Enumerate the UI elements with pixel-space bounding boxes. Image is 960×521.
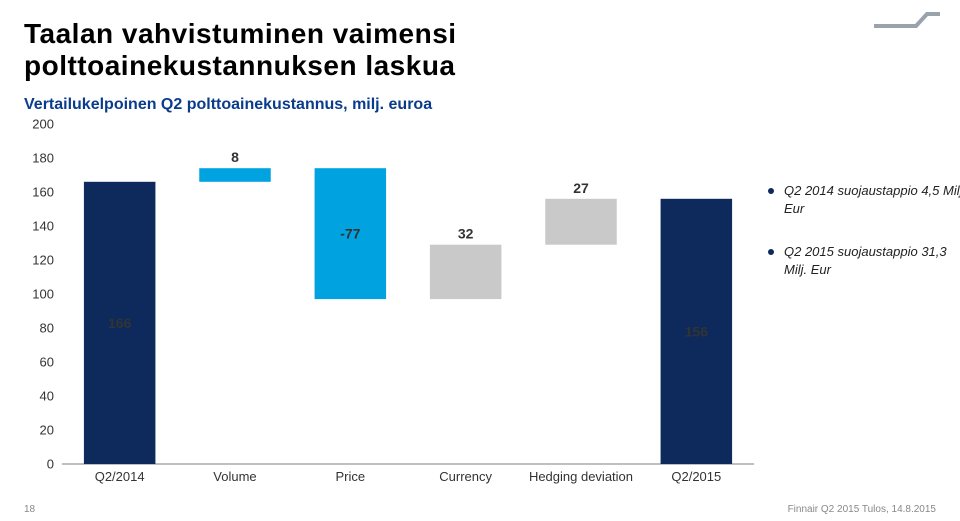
x-tick-label: Price bbox=[293, 469, 408, 484]
y-tick-label: 40 bbox=[24, 389, 54, 404]
annotation-text: Q2 2014 suojaustappio 4,5 Milj. Eur bbox=[784, 182, 960, 217]
bullet-dot bbox=[768, 249, 774, 255]
y-tick-label: 140 bbox=[24, 219, 54, 234]
page-title: Taalan vahvistuminen vaimensi polttoaine… bbox=[24, 18, 936, 82]
slide-footer: 18 Finnair Q2 2015 Tulos, 14.8.2015 bbox=[24, 504, 936, 515]
y-tick-label: 200 bbox=[24, 117, 54, 132]
waterfall-chart: 166 8 -77 32 27 156 bbox=[62, 124, 754, 464]
bar bbox=[545, 199, 617, 245]
bar-value-label: 32 bbox=[458, 226, 474, 242]
x-tick-label: Hedging deviation bbox=[523, 469, 638, 484]
bar-value-label: -77 bbox=[340, 226, 360, 242]
x-tick-label: Currency bbox=[408, 469, 523, 484]
bar-value-label: 166 bbox=[108, 315, 132, 331]
y-tick-label: 160 bbox=[24, 185, 54, 200]
y-tick-label: 80 bbox=[24, 321, 54, 336]
y-tick-label: 120 bbox=[24, 253, 54, 268]
bar-value-label: 8 bbox=[231, 150, 239, 166]
bar bbox=[430, 245, 502, 299]
annotation-item: Q2 2014 suojaustappio 4,5 Milj. Eur bbox=[768, 182, 960, 217]
y-tick-label: 20 bbox=[24, 423, 54, 438]
brand-logo bbox=[872, 8, 942, 39]
chart-area: 020406080100120140160180200 1668-7732271… bbox=[24, 124, 936, 484]
bar bbox=[199, 169, 271, 183]
bullet-dot bbox=[768, 188, 774, 194]
chart-annotations: Q2 2014 suojaustappio 4,5 Milj. Eur Q2 20… bbox=[768, 182, 960, 304]
y-tick-label: 60 bbox=[24, 355, 54, 370]
x-tick-label: Volume bbox=[177, 469, 292, 484]
footer-right: Finnair Q2 2015 Tulos, 14.8.2015 bbox=[788, 504, 936, 515]
x-tick-label: Q2/2014 bbox=[62, 469, 177, 484]
bar-value-label: 156 bbox=[685, 324, 709, 340]
y-tick-label: 100 bbox=[24, 287, 54, 302]
title-line1: Taalan vahvistuminen vaimensi bbox=[24, 18, 457, 49]
annotation-item: Q2 2015 suojaustappio 31,3 Milj. Eur bbox=[768, 243, 960, 278]
chart-subtitle: Vertailukelpoinen Q2 polttoainekustannus… bbox=[24, 96, 936, 114]
x-axis-labels: Q2/2014VolumePriceCurrencyHedging deviat… bbox=[62, 469, 754, 484]
slide-number: 18 bbox=[24, 504, 35, 515]
y-tick-label: 0 bbox=[24, 457, 54, 472]
x-tick-label: Q2/2015 bbox=[639, 469, 754, 484]
y-tick-label: 180 bbox=[24, 151, 54, 166]
bar-value-label: 27 bbox=[573, 180, 589, 196]
annotation-text: Q2 2015 suojaustappio 31,3 Milj. Eur bbox=[784, 243, 960, 278]
title-line2: polttoainekustannuksen laskua bbox=[24, 50, 456, 81]
